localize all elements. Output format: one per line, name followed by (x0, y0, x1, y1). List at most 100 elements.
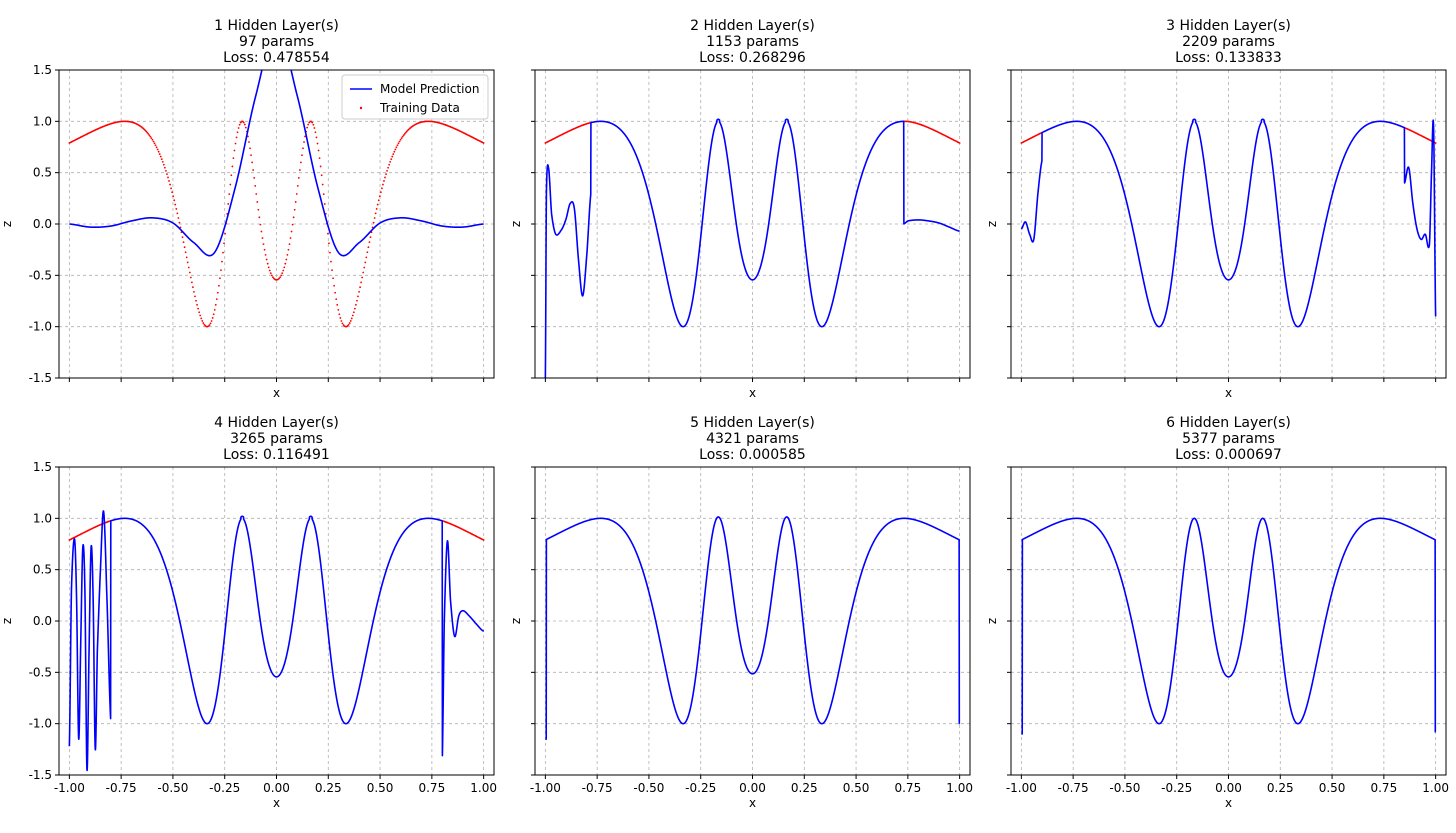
training-point (261, 237, 264, 239)
training-point (234, 142, 237, 145)
training-point (196, 303, 198, 306)
y-tick-label: 0.5 (33, 563, 52, 577)
training-point (400, 137, 403, 140)
x-tick-label: 0.75 (1370, 781, 1397, 795)
training-point (390, 158, 393, 161)
x-tick-label: 0.75 (894, 781, 921, 795)
training-point (399, 138, 402, 141)
subplot-title-line: Loss: 0.116491 (223, 447, 330, 463)
training-point (244, 126, 247, 129)
training-point (331, 269, 333, 272)
y-axis-label: z (509, 221, 523, 227)
training-point (385, 173, 387, 176)
x-tick-label: -0.25 (1161, 781, 1192, 795)
subplot-title-line: 2 Hidden Layer(s) (690, 18, 815, 34)
training-point (160, 158, 163, 161)
training-point (312, 123, 315, 126)
training-point (229, 183, 232, 186)
training-point (367, 246, 370, 249)
training-point (376, 203, 379, 206)
training-point (235, 136, 238, 139)
training-point (217, 284, 220, 287)
training-point (232, 157, 235, 160)
training-point (337, 308, 340, 311)
training-point (327, 232, 329, 235)
y-tick-label: -0.5 (29, 268, 52, 282)
training-point (329, 251, 331, 254)
training-point (176, 212, 179, 215)
subplot-title-line: Loss: 0.000585 (699, 447, 806, 463)
y-tick-label: 0.0 (33, 217, 52, 231)
training-point (251, 161, 254, 164)
subplot-4: -1.00 -0.75 -0.50 -0.25 0.00 0.25 0.50 0.75 1.00… (0, 415, 497, 810)
y-tick-label: -1.5 (29, 371, 52, 385)
x-tick-label: 0.75 (418, 781, 445, 795)
x-tick-label: -0.50 (633, 781, 664, 795)
training-point (316, 142, 319, 145)
x-tick-label: 0.25 (1267, 781, 1294, 795)
training-point (282, 269, 285, 272)
training-point (330, 260, 332, 263)
training-point (210, 320, 213, 322)
x-axis-label: x (749, 386, 756, 400)
subplot-6: -1.00 -0.75 -0.50 -0.25 0.00 0.25 0.50 0.75 1.00… (985, 415, 1449, 810)
training-point (198, 311, 201, 314)
training-point (300, 161, 302, 164)
plot-area (544, 118, 961, 378)
training-point (237, 127, 240, 129)
x-axis-label: x (273, 796, 280, 810)
training-point (223, 242, 225, 245)
training-point (152, 140, 155, 143)
y-axis-label: z (985, 221, 999, 227)
training-point (388, 163, 391, 166)
training-point (184, 251, 187, 254)
training-point (334, 291, 337, 294)
x-tick-label: -0.25 (209, 781, 240, 795)
legend-box (341, 74, 489, 120)
training-point (369, 236, 372, 239)
training-point (348, 322, 351, 324)
x-tick-label: -1.00 (1006, 781, 1037, 795)
training-point (291, 223, 294, 226)
training-point (319, 165, 322, 168)
training-point (259, 223, 262, 226)
training-point (183, 246, 186, 249)
training-point (248, 141, 250, 143)
training-point (161, 161, 164, 163)
training-point (395, 146, 398, 149)
training-point (364, 261, 367, 264)
training-point (201, 320, 204, 322)
training-point (311, 121, 314, 124)
y-tick-label: 1.0 (33, 511, 52, 525)
training-point (174, 203, 177, 206)
training-point (394, 148, 397, 151)
training-point (402, 134, 405, 137)
training-point (267, 266, 270, 269)
training-point (155, 146, 158, 149)
y-tick-label: 1.0 (33, 114, 52, 128)
training-point (360, 281, 363, 284)
x-tick-label: 0.50 (843, 781, 870, 795)
training-point (171, 191, 174, 194)
legend-data-label: Training Data (379, 101, 460, 115)
training-point (318, 157, 321, 160)
x-axis-label: x (749, 796, 756, 810)
training-point (271, 276, 274, 279)
training-point (182, 241, 185, 244)
training-point (289, 237, 292, 239)
training-point (314, 131, 317, 134)
training-point (328, 242, 330, 245)
training-point (378, 195, 381, 198)
plot-area (68, 70, 485, 328)
training-point (401, 135, 404, 138)
y-tick-label: -0.5 (29, 665, 52, 679)
training-point (307, 123, 310, 126)
training-point (297, 177, 300, 179)
training-point (377, 199, 380, 202)
training-point (219, 277, 221, 280)
training-point (262, 243, 265, 246)
legend: Model Prediction Training Data (341, 74, 489, 120)
training-point (221, 260, 223, 263)
training-point (263, 248, 266, 251)
training-point (362, 271, 365, 274)
